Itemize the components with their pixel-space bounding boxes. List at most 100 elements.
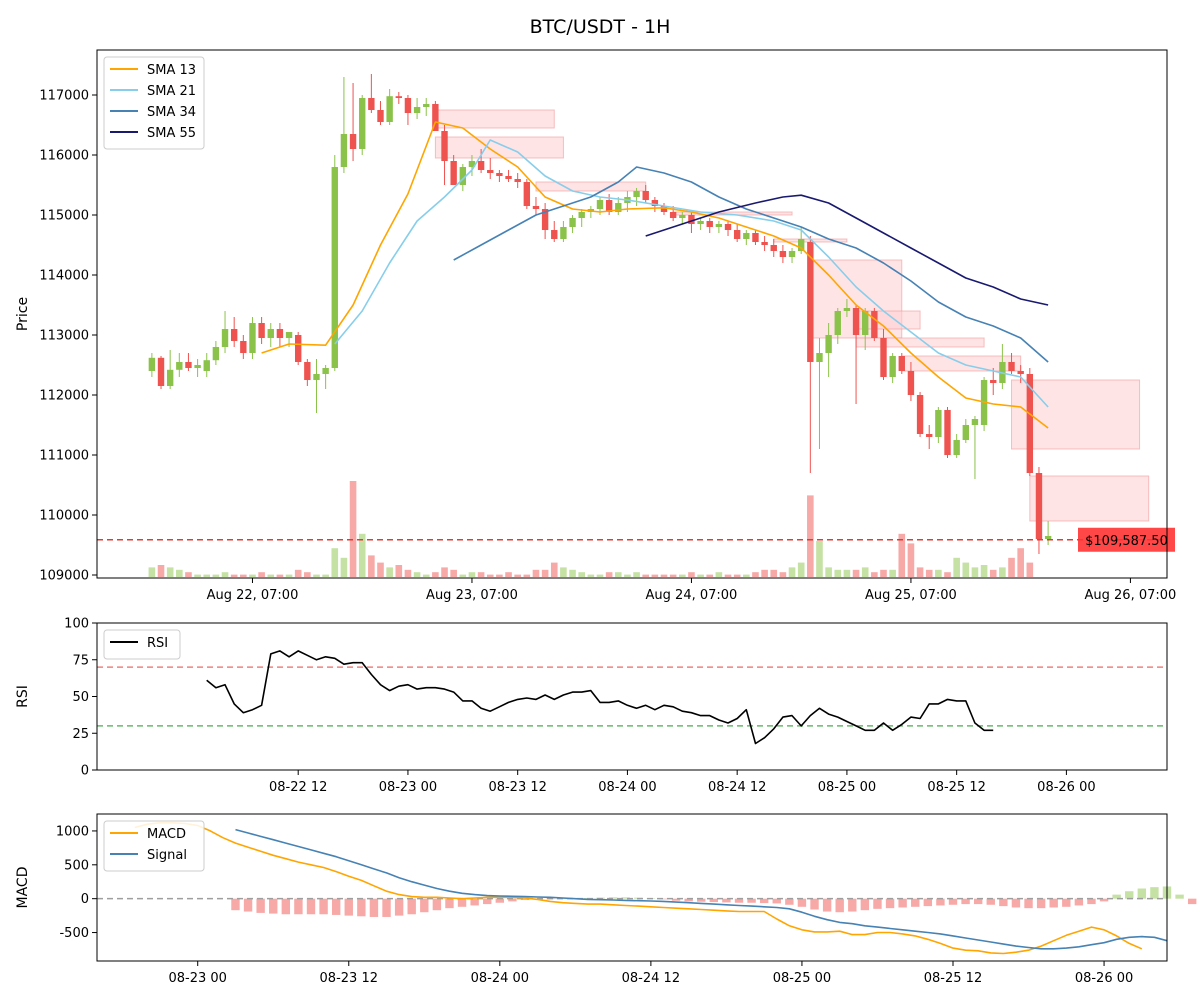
macd-histogram-bar [697, 898, 706, 902]
volume-bar [358, 533, 366, 577]
candle-body [642, 191, 649, 200]
volume-bar [514, 574, 521, 577]
macd-histogram-bar [394, 898, 404, 916]
macd-xtick-label: 08-24 12 [622, 971, 680, 986]
candle-body [294, 335, 302, 362]
candle-body [761, 242, 768, 245]
candle-body [487, 170, 494, 173]
candle-body [240, 341, 247, 353]
volume-bar [834, 569, 842, 577]
volume-bar [176, 569, 183, 577]
macd-histogram-bar [445, 898, 454, 909]
volume-bar [624, 574, 631, 577]
candle-body [1017, 371, 1024, 374]
macd-histogram-bar [470, 898, 479, 906]
candle-body [496, 173, 503, 176]
macd-histogram-bar [973, 898, 983, 905]
candle-body [258, 323, 265, 338]
volume-bar [697, 574, 704, 577]
candle-body [990, 380, 997, 383]
volume-bar [377, 562, 384, 577]
candle-body [404, 98, 412, 113]
volume-bar [1008, 557, 1015, 577]
candle-body [715, 224, 723, 227]
volume-bar [294, 569, 302, 577]
volume-bar [989, 569, 997, 577]
rsi-ylabel: RSI [15, 685, 31, 708]
macd-histogram-bar [256, 898, 265, 913]
macd-histogram-bar [747, 898, 756, 903]
candle-body [459, 167, 467, 185]
volume-bar [651, 574, 659, 577]
candle-body [331, 167, 338, 368]
macd-ytick-label: 0 [81, 892, 89, 907]
volume-bar [496, 574, 503, 577]
sma21-line [334, 139, 1049, 408]
volume-bar [596, 574, 604, 577]
candle-body [359, 98, 366, 149]
volume-bar [980, 565, 988, 577]
macd-legend-label: MACD [147, 827, 186, 842]
candle-body [395, 96, 402, 98]
volume-bar [523, 574, 531, 577]
candle-body [770, 245, 777, 251]
volume-bar [916, 567, 924, 577]
volume-bar [212, 574, 220, 577]
macd-ytick-label: -500 [59, 926, 89, 941]
macd-histogram-bar [1074, 898, 1084, 906]
macd-histogram-bar [457, 898, 467, 907]
volume-bar [660, 574, 668, 577]
volume-bar [166, 567, 174, 577]
candle-body [221, 329, 229, 347]
price-legend-label: SMA 55 [147, 126, 196, 141]
macd-histogram-bar [1011, 898, 1021, 908]
macd-histogram-bar [1099, 898, 1109, 902]
volume-bar [898, 533, 906, 577]
candle-body [816, 353, 823, 362]
volume-bar [395, 565, 403, 577]
volume-bar [560, 567, 567, 577]
macd-histogram-bar [848, 898, 857, 912]
volume-bar [779, 572, 787, 577]
price-ytick-label: 113000 [39, 329, 89, 344]
candle-body [871, 311, 878, 338]
candle-body [843, 308, 851, 311]
macd-ylabel: MACD [15, 867, 31, 909]
candle-body [569, 218, 576, 227]
signal-line [235, 828, 1168, 950]
rsi-xtick-label: 08-24 12 [708, 780, 766, 795]
current-price-badge-bg [1078, 527, 1175, 552]
price-legend-label: SMA 13 [147, 63, 196, 78]
volume-bar [313, 574, 320, 577]
volume-bar [944, 572, 951, 577]
macd-histogram-bar [772, 898, 781, 904]
macd-histogram-bar [873, 898, 882, 909]
volume-bar [322, 574, 329, 577]
volume-bar [505, 572, 512, 577]
candle-body [605, 200, 613, 212]
volume-bar [861, 567, 869, 577]
candle-body [971, 419, 979, 425]
candle-body [1044, 536, 1052, 539]
macd-histogram-bar [294, 898, 303, 915]
candle-body [450, 161, 457, 185]
volume-bar [404, 569, 412, 577]
price-xtick-label: Aug 26, 07:00 [1085, 588, 1177, 603]
macd-histogram-bar [319, 898, 328, 915]
macd-histogram-bar [671, 898, 681, 901]
candle-body [432, 104, 439, 131]
volume-bar [413, 572, 421, 577]
candle-body [185, 362, 192, 368]
macd-histogram-bar [1036, 898, 1046, 909]
price-ytick-label: 109000 [39, 569, 89, 584]
price-xtick-label: Aug 22, 07:00 [207, 588, 299, 603]
volume-bar [971, 567, 979, 577]
candle-body [926, 434, 933, 437]
sma13-line [261, 121, 1049, 429]
macd-xtick-label: 08-24 00 [471, 971, 529, 986]
rsi-xtick-label: 08-23 12 [488, 780, 546, 795]
candle-body [724, 224, 732, 230]
candle-body [944, 410, 951, 455]
candle-body [1026, 374, 1034, 473]
macd-histogram-bar [331, 898, 341, 915]
